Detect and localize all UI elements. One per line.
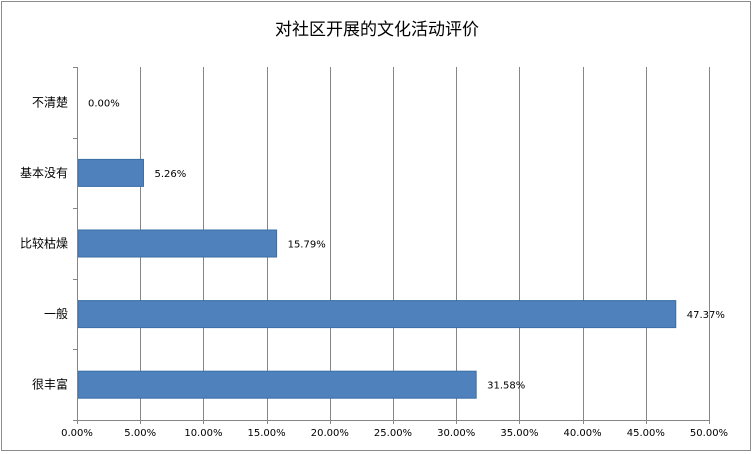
axes	[73, 67, 710, 424]
x-tick-label: 5.00%	[124, 428, 156, 439]
category-label: 很丰富	[32, 377, 68, 392]
category-label: 不清楚	[32, 95, 68, 109]
category-label: 比较枯燥	[20, 236, 68, 251]
data-label: 5.26%	[154, 169, 186, 180]
bar	[77, 229, 278, 258]
category-labels: 很丰富 一般 比较枯燥 基本没有 不清楚	[20, 95, 68, 391]
bar	[77, 370, 477, 399]
data-label: 47.37%	[687, 310, 725, 321]
x-tick-label: 30.00%	[437, 428, 475, 439]
x-tick-label: 25.00%	[374, 428, 412, 439]
data-label: 31.58%	[487, 381, 525, 392]
x-tick-label: 50.00%	[690, 428, 728, 439]
data-label: 15.79%	[288, 240, 326, 251]
x-tick-label: 45.00%	[627, 428, 665, 439]
tick-labels: 0.00% 5.00% 10.00% 15.00% 20.00% 25.00% 30.00%…	[61, 428, 728, 439]
category-label: 基本没有	[20, 165, 68, 180]
gridlines	[140, 67, 710, 420]
x-tick-label: 0.00%	[61, 428, 93, 439]
data-labels: 31.58% 47.37% 15.79% 5.26% 0.00%	[88, 98, 725, 391]
x-tick-label: 35.00%	[500, 428, 538, 439]
x-tick-label: 15.00%	[248, 428, 286, 439]
x-tick-label: 10.00%	[184, 428, 222, 439]
bar	[77, 300, 677, 329]
x-tick-label: 40.00%	[564, 428, 602, 439]
data-label: 0.00%	[88, 98, 120, 109]
x-tick-label: 20.00%	[311, 428, 349, 439]
chart-title: 对社区开展的文化活动评价	[275, 20, 479, 40]
category-label: 一般	[44, 306, 68, 321]
bars	[77, 158, 677, 399]
bar	[77, 158, 144, 187]
